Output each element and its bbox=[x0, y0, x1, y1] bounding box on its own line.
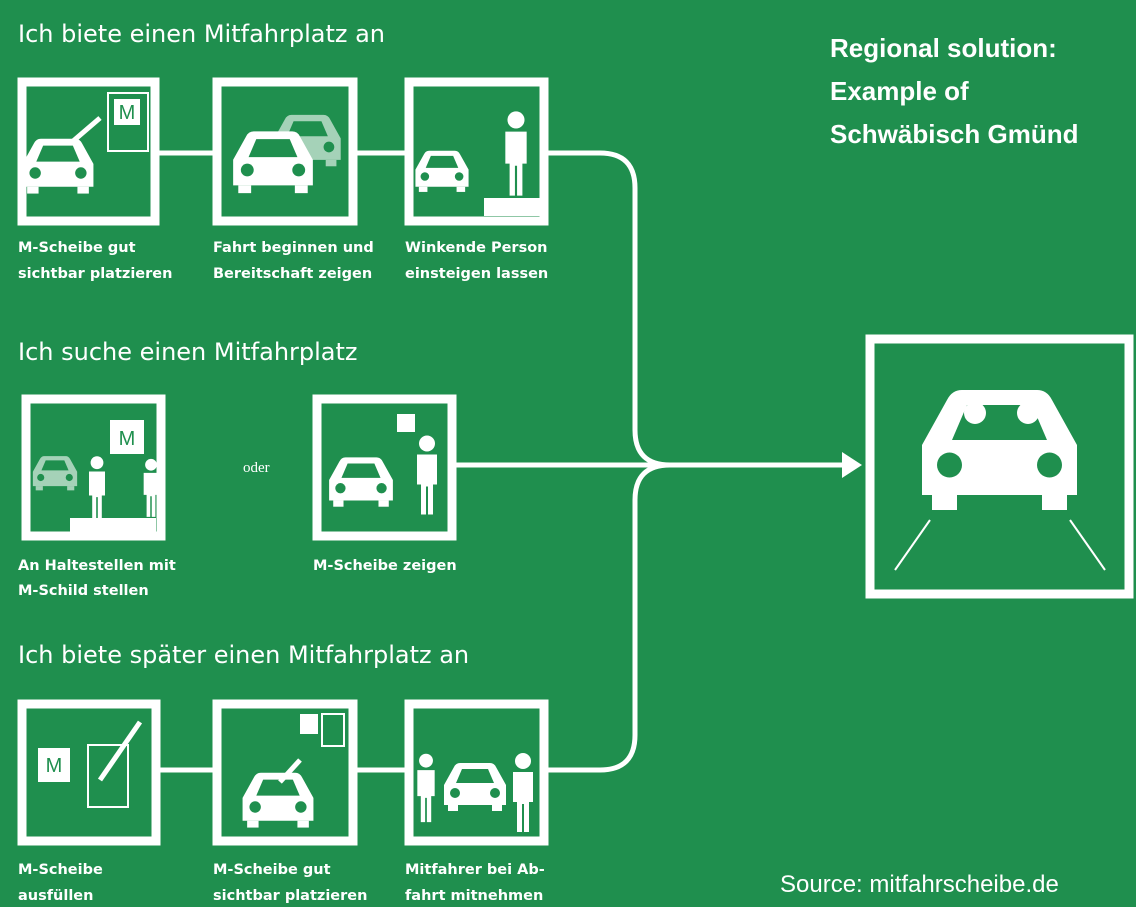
step-icon: M bbox=[22, 82, 155, 221]
side-note: Schwäbisch Gmünd bbox=[830, 119, 1079, 149]
section-title: Ich biete einen Mitfahrplatz an bbox=[18, 20, 385, 48]
result-icon bbox=[870, 339, 1129, 594]
side-note: Regional solution: bbox=[830, 33, 1057, 63]
connector-line bbox=[160, 465, 670, 770]
step-caption: M-Scheibe bbox=[18, 862, 103, 878]
step-icon bbox=[217, 82, 353, 221]
arrow-head bbox=[842, 452, 862, 478]
step-caption: Fahrt beginnen und bbox=[213, 240, 374, 256]
side-note: Example of bbox=[830, 76, 969, 106]
step-caption: sichtbar platzieren bbox=[213, 888, 367, 904]
step-caption: M-Scheibe gut bbox=[213, 862, 331, 878]
step-caption: sichtbar platzieren bbox=[18, 266, 172, 282]
sign-letter: M bbox=[46, 755, 63, 777]
section-title: Ich suche einen Mitfahrplatz bbox=[18, 338, 358, 366]
step-icon bbox=[409, 704, 544, 841]
step-caption: fahrt mitnehmen bbox=[405, 888, 543, 904]
connector-label: oder bbox=[243, 460, 270, 476]
step-caption: Mitfahrer bei Ab- bbox=[405, 862, 545, 878]
step-icon: M bbox=[22, 704, 156, 841]
step-caption: Winkende Person bbox=[405, 240, 548, 256]
source-note: Source: mitfahrscheibe.de bbox=[780, 871, 1059, 898]
step-caption: M-Scheibe gut bbox=[18, 240, 136, 256]
sign-letter: M bbox=[119, 102, 136, 124]
step-caption: ausfüllen bbox=[18, 888, 93, 904]
step-caption: Bereitschaft zeigen bbox=[213, 266, 372, 282]
step-caption: M-Scheibe zeigen bbox=[313, 558, 457, 574]
step-caption: M-Schild stellen bbox=[18, 583, 149, 599]
step-icon bbox=[409, 82, 544, 221]
step-icon bbox=[217, 704, 353, 841]
sign-letter: M bbox=[119, 428, 136, 450]
infographic: Ich biete einen Mitfahrplatz an M M-Sche… bbox=[0, 0, 1136, 907]
section-title: Ich biete später einen Mitfahrplatz an bbox=[18, 641, 469, 669]
step-icon bbox=[317, 399, 452, 536]
step-icon: M bbox=[26, 399, 161, 536]
step-caption: einsteigen lassen bbox=[405, 266, 548, 282]
step-caption: An Haltestellen mit bbox=[18, 558, 176, 574]
